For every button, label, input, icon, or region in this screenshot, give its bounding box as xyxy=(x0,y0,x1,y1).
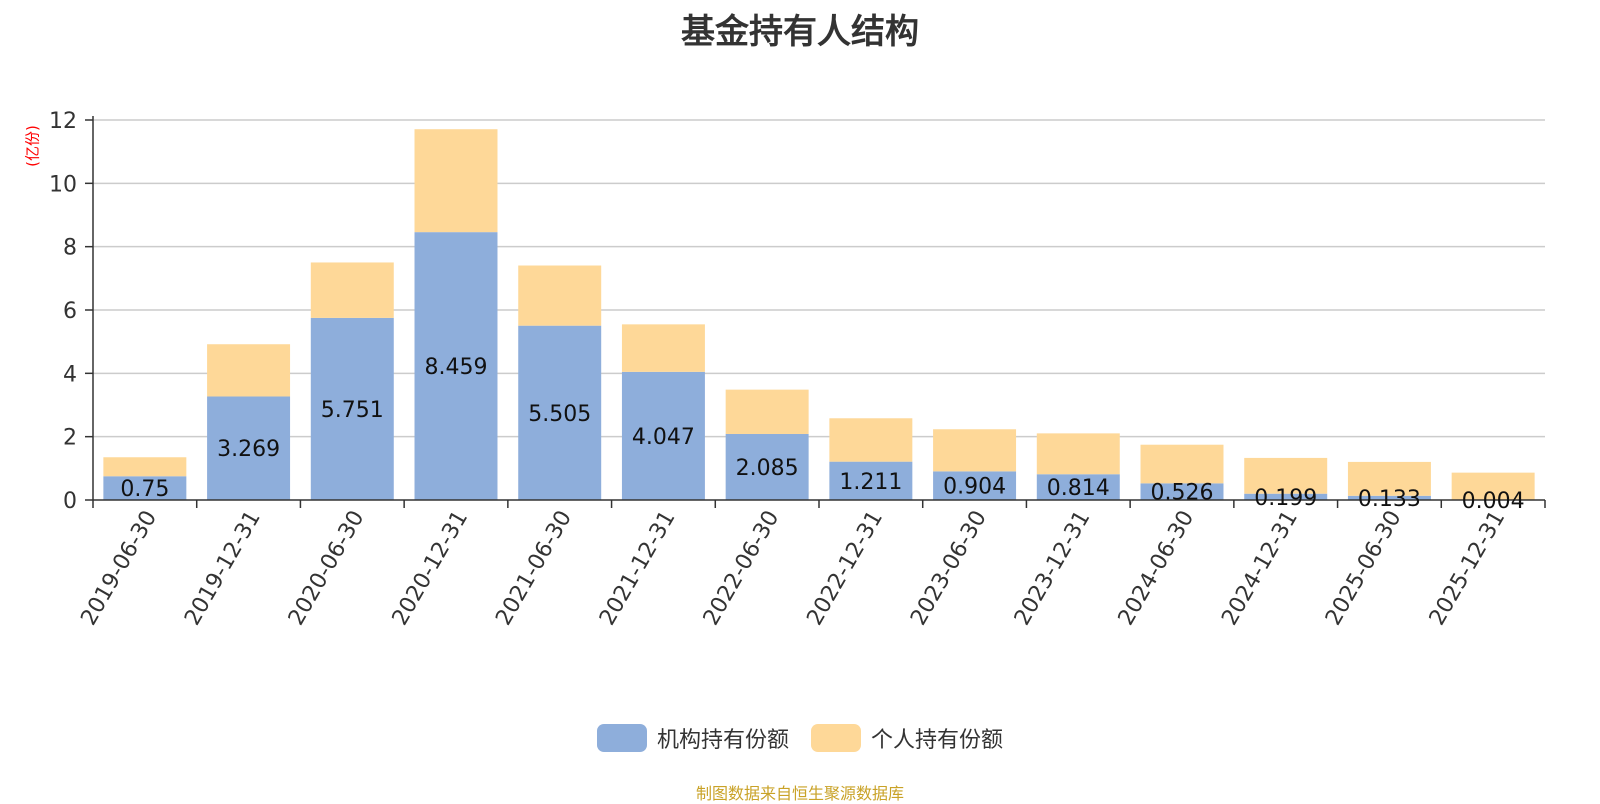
x-tick-label: 2025-06-30 xyxy=(1321,507,1407,630)
data-label: 0.133 xyxy=(1358,487,1421,512)
y-tick-label: 2 xyxy=(63,426,77,451)
data-label: 3.269 xyxy=(217,437,280,462)
bar-individual xyxy=(518,266,601,326)
x-tick-label: 2023-12-31 xyxy=(1010,507,1096,630)
y-tick-label: 12 xyxy=(49,109,77,134)
bar-individual xyxy=(1141,445,1224,484)
y-tick-label: 0 xyxy=(63,489,77,514)
data-source-note: 制图数据来自恒生聚源数据库 xyxy=(0,780,1600,804)
data-label: 5.751 xyxy=(321,398,384,423)
bar-individual xyxy=(726,390,809,434)
data-label: 8.459 xyxy=(425,355,488,380)
data-label: 0.814 xyxy=(1047,476,1110,501)
bar-individual xyxy=(415,129,498,232)
x-tick-label: 2019-06-30 xyxy=(76,507,162,630)
legend-label-institutional: 机构持有份额 xyxy=(657,722,789,754)
legend-swatch-institutional xyxy=(597,724,647,752)
y-tick-label: 8 xyxy=(63,236,77,261)
data-label: 0.526 xyxy=(1151,481,1214,506)
data-label: 5.505 xyxy=(528,402,591,427)
x-tick-label: 2025-12-31 xyxy=(1425,507,1511,630)
x-tick-label: 2020-12-31 xyxy=(388,507,474,630)
data-label: 2.085 xyxy=(736,456,799,481)
x-tick-label: 2022-06-30 xyxy=(699,507,785,630)
data-label: 4.047 xyxy=(632,425,695,450)
bar-individual xyxy=(103,457,186,476)
legend-swatch-individual xyxy=(811,724,861,752)
y-tick-label: 6 xyxy=(63,299,77,324)
legend-item-individual[interactable]: 个人持有份额 xyxy=(811,722,1003,754)
data-label: 0.904 xyxy=(943,475,1006,500)
y-tick-label: 4 xyxy=(63,362,77,387)
bar-individual xyxy=(207,344,290,396)
x-tick-label: 2023-06-30 xyxy=(906,507,992,630)
data-label: 0.004 xyxy=(1462,489,1525,514)
legend-label-individual: 个人持有份额 xyxy=(871,722,1003,754)
bar-individual xyxy=(933,429,1016,471)
x-tick-label: 2024-12-31 xyxy=(1217,507,1303,630)
data-label: 1.211 xyxy=(839,470,902,495)
bar-individual xyxy=(622,324,705,372)
legend: 机构持有份额 个人持有份额 xyxy=(0,722,1600,754)
y-tick-label: 10 xyxy=(49,172,77,197)
x-tick-label: 2022-12-31 xyxy=(802,507,888,630)
x-tick-label: 2021-06-30 xyxy=(491,507,577,630)
legend-item-institutional[interactable]: 机构持有份额 xyxy=(597,722,789,754)
data-label: 0.75 xyxy=(120,477,169,502)
x-tick-label: 2021-12-31 xyxy=(595,507,681,630)
bar-individual xyxy=(311,262,394,317)
bar-individual xyxy=(1037,433,1120,474)
data-label: 0.199 xyxy=(1254,486,1317,511)
x-tick-label: 2019-12-31 xyxy=(180,507,266,630)
bar-individual xyxy=(829,418,912,461)
x-tick-label: 2024-06-30 xyxy=(1114,507,1200,630)
x-tick-label: 2020-06-30 xyxy=(284,507,370,630)
